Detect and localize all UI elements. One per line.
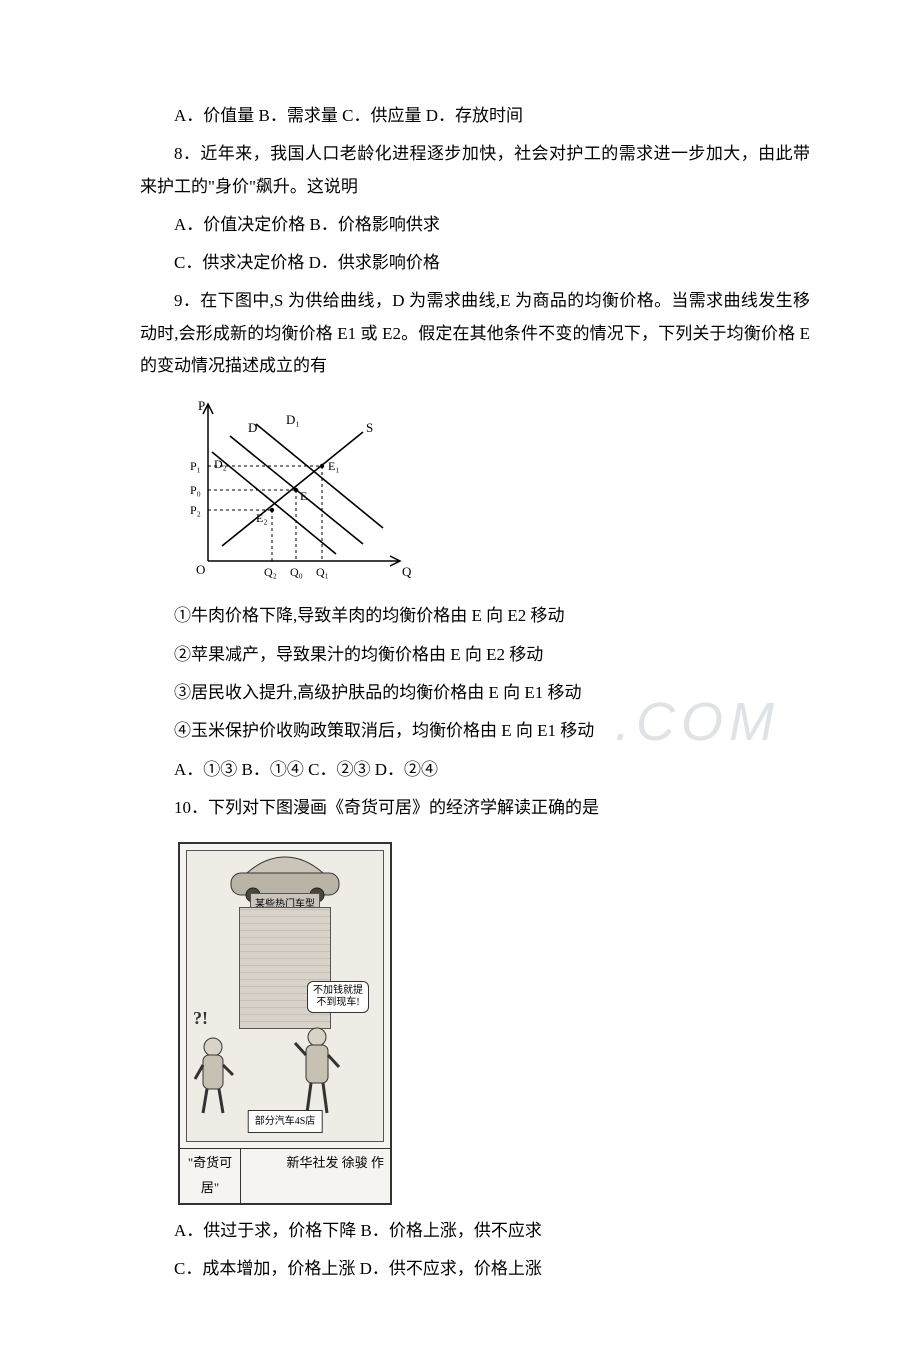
cartoon-figure: 某些热门车型 不加钱就提不到现车! ?! bbox=[178, 842, 810, 1204]
q9-statement-4: ④玉米保护价收购政策取消后，均衡价格由 E 向 E1 移动 bbox=[140, 715, 810, 747]
q0-label: Q₀ bbox=[290, 565, 303, 579]
e1-point-label: E₁ bbox=[328, 459, 340, 473]
watermark-row: .COM ③居民收入提升,高级护肤品的均衡价格由 E 向 E1 移动 bbox=[140, 677, 810, 709]
e2-point-label: E₂ bbox=[256, 511, 268, 525]
store-sign-text: 部分汽车4S店 bbox=[248, 1110, 323, 1133]
q7-options: A．价值量 B．需求量 C．供应量 D．存放时间 bbox=[140, 100, 810, 132]
d1-line-label: D₁ bbox=[286, 412, 300, 427]
d2-line-label: D₂ bbox=[214, 457, 227, 471]
supply-demand-chart: P Q O S D D₁ D₂ P₁ P₀ P₂ Q₂ Q₀ Q₁ E E₁ E… bbox=[178, 396, 810, 586]
q10-options-cd: C．成本增加，价格上涨 D．供不应求，价格上涨 bbox=[140, 1253, 810, 1285]
p1-label: P₁ bbox=[190, 459, 201, 473]
e-point-label: E bbox=[300, 489, 307, 503]
q9-statement-1: ①牛肉价格下降,导致羊肉的均衡价格由 E 向 E2 移动 bbox=[140, 600, 810, 632]
q9-statement-2: ②苹果减产，导致果汁的均衡价格由 E 向 E2 移动 bbox=[140, 639, 810, 671]
cartoon-caption: "奇货可居" 新华社发 徐骏 作 bbox=[180, 1148, 390, 1202]
q8-options-ab: A．价值决定价格 B．价格影响供求 bbox=[140, 209, 810, 241]
q10-stem: 10．下列对下图漫画《奇货可居》的经济学解读正确的是 bbox=[140, 792, 810, 824]
q1-label: Q₁ bbox=[316, 565, 329, 579]
origin-label: O bbox=[196, 562, 205, 577]
q9-statement-3: ③居民收入提升,高级护肤品的均衡价格由 E 向 E1 移动 bbox=[140, 677, 810, 709]
axis-q-label: Q bbox=[402, 564, 412, 579]
chart-svg: P Q O S D D₁ D₂ P₁ P₀ P₂ Q₂ Q₀ Q₁ E E₁ E… bbox=[178, 396, 418, 586]
q2-label: Q₂ bbox=[264, 565, 277, 579]
q8-options-cd: C．供求决定价格 D．供求影响价格 bbox=[140, 247, 810, 279]
s-line-label: S bbox=[366, 420, 373, 435]
cartoon-frame: 某些热门车型 不加钱就提不到现车! ?! bbox=[178, 842, 392, 1204]
salesman-icon bbox=[293, 1025, 341, 1115]
speech-bubble: 不加钱就提不到现车! bbox=[307, 981, 369, 1013]
customer-icon bbox=[193, 1035, 235, 1115]
cartoon-scene: 某些热门车型 不加钱就提不到现车! ?! bbox=[186, 850, 384, 1142]
q9-options: A．①③ B．①④ C．②③ D．②④ bbox=[140, 754, 810, 786]
p2-label: P₂ bbox=[190, 503, 201, 517]
question-marks: ?! bbox=[193, 1001, 208, 1035]
q10-options-ab: A．供过于求，价格下降 B．价格上涨，供不应求 bbox=[140, 1215, 810, 1247]
d-line-label: D bbox=[248, 420, 257, 435]
p0-label: P₀ bbox=[190, 483, 201, 497]
cartoon-credit: 新华社发 徐骏 作 bbox=[241, 1149, 390, 1202]
cartoon-title: "奇货可居" bbox=[180, 1149, 241, 1202]
q8-stem: 8．近年来，我国人口老龄化进程逐步加快，社会对护工的需求进一步加大，由此带来护工… bbox=[140, 138, 810, 203]
document-page: A．价值量 B．需求量 C．供应量 D．存放时间 8．近年来，我国人口老龄化进程… bbox=[0, 0, 920, 1351]
q9-stem: 9．在下图中,S 为供给曲线，D 为需求曲线,E 为商品的均衡价格。当需求曲线发… bbox=[140, 285, 810, 382]
axis-p-label: P bbox=[198, 398, 205, 413]
